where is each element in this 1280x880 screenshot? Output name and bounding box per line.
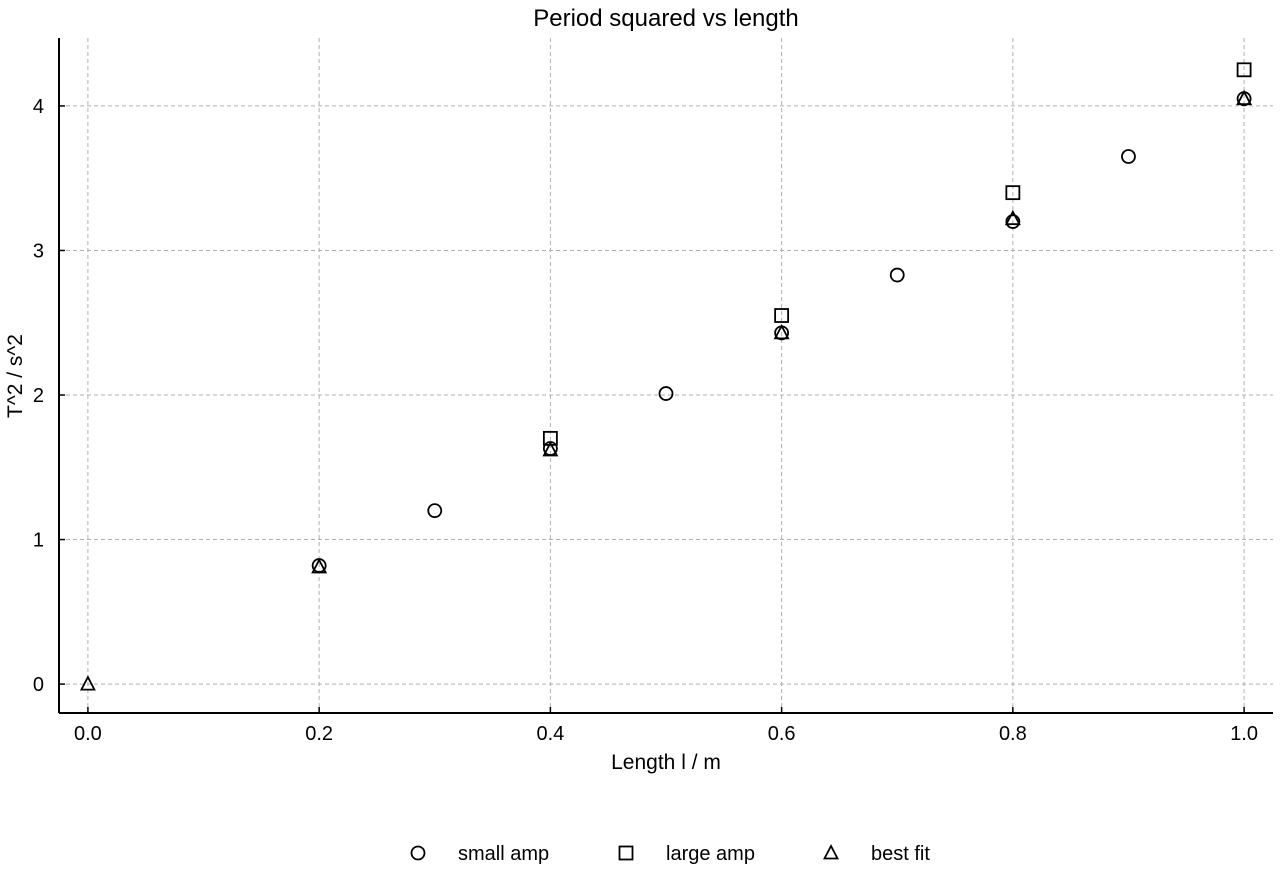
y-tick-label: 2: [33, 385, 44, 407]
x-tick-label: 0.6: [768, 723, 796, 745]
x-tick-label: 1.0: [1230, 723, 1258, 745]
triangle-point: [79, 675, 96, 691]
square-point: [1236, 62, 1252, 78]
circle-point: [1121, 149, 1136, 164]
x-axis-label: Length l / m: [611, 751, 721, 774]
x-tick-label: 0.2: [305, 723, 333, 745]
series-triangle: [79, 89, 1253, 691]
legend-square-icon: [618, 845, 634, 861]
circle-point: [889, 267, 905, 283]
triangle-point: [1004, 209, 1021, 226]
y-tick-label: 0: [33, 674, 44, 696]
triangle-point: [311, 558, 328, 574]
y-tick-label: 1: [33, 530, 44, 552]
y-axis-label: T^2 / s^2: [4, 334, 27, 418]
legend-label: large amp: [666, 843, 755, 865]
chart-title: Period squared vs length: [533, 5, 799, 32]
x-tick-label: 0.0: [74, 723, 102, 745]
circle-point: [658, 386, 674, 401]
legend-item: small amp: [410, 843, 549, 865]
x-tick-label: 0.8: [999, 723, 1027, 745]
square-point: [774, 308, 790, 323]
data-points: [79, 62, 1253, 691]
legend-label: best fit: [871, 843, 930, 865]
tick-labels: 0.0 0.2 0.4 0.6 0.8 1.0 0 1 2 3 4: [33, 96, 1258, 745]
y-tick-label: 3: [33, 240, 44, 262]
y-tick-label: 4: [33, 96, 44, 118]
circle-point: [1005, 214, 1021, 229]
legend-item: best fit: [823, 843, 930, 865]
triangle-point: [773, 323, 790, 340]
legend-circle-icon: [410, 845, 426, 861]
legend: small amp large amp best fit: [410, 843, 930, 865]
legend-label: small amp: [458, 843, 549, 865]
circle-point: [427, 503, 443, 519]
triangle-point: [1236, 89, 1253, 106]
axes: [58, 38, 1273, 714]
series-square: [542, 62, 1252, 446]
legend-item: large amp: [618, 843, 755, 865]
legend-triangle-icon: [823, 844, 839, 860]
x-tick-label: 0.4: [536, 723, 564, 745]
square-point: [1005, 185, 1021, 201]
triangle-point: [542, 440, 559, 457]
grid: [59, 38, 1273, 713]
